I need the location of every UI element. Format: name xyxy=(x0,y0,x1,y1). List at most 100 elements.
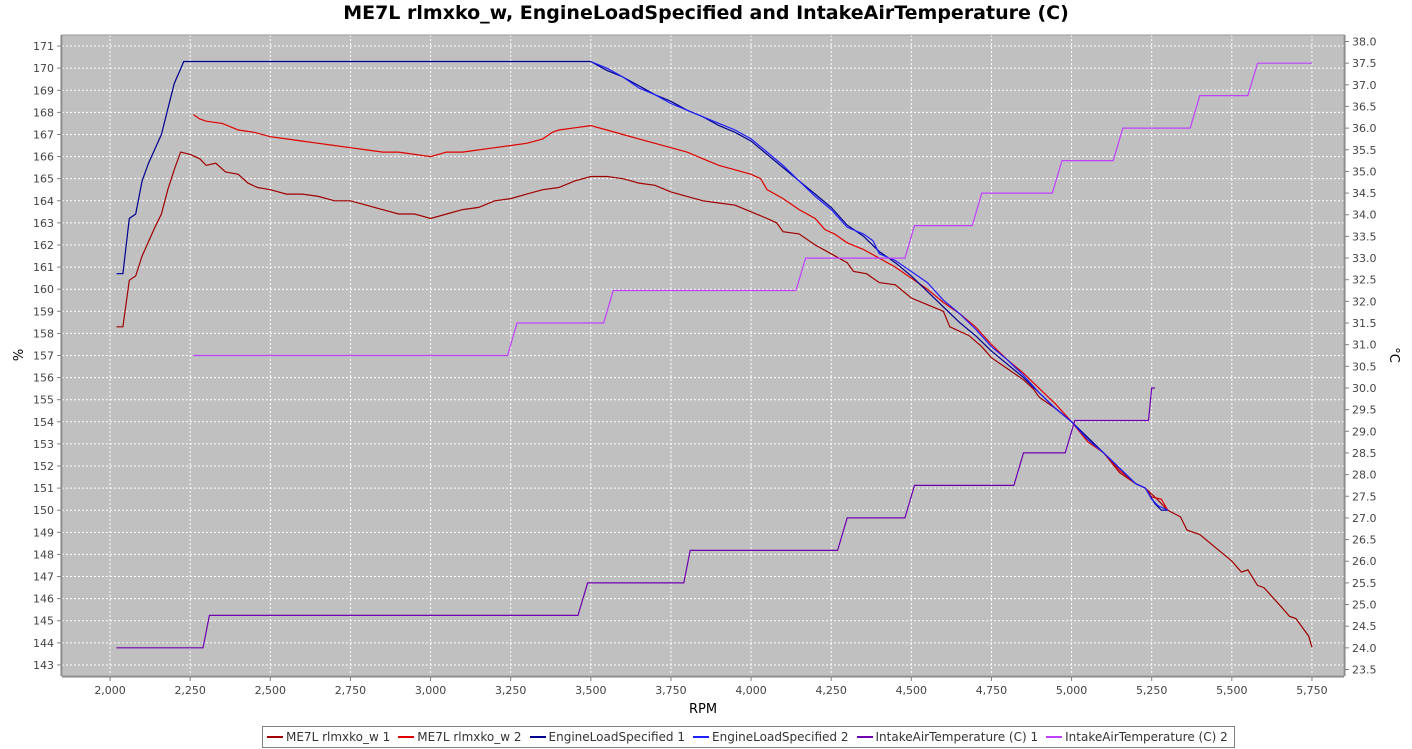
y-tick-label-right: 31.5 xyxy=(1352,317,1377,330)
y-tick-label-right: 25.0 xyxy=(1352,599,1377,612)
legend-swatch xyxy=(856,736,873,738)
y-tick-label-right: 24.0 xyxy=(1352,642,1377,655)
y-tick-label-left: 152 xyxy=(33,460,54,473)
y-tick-label-right: 23.5 xyxy=(1352,664,1377,677)
y-tick-label-right: 32.0 xyxy=(1352,295,1377,308)
y-tick-label-right: 33.5 xyxy=(1352,230,1377,243)
x-tick-label: 5,000 xyxy=(1056,684,1088,697)
y-tick-label-left: 170 xyxy=(33,62,54,75)
x-axis: 2,000 2,250 2,500 2,750 3,000 3,250 3,500 3,750… xyxy=(62,676,1344,697)
y-tick-label-left: 144 xyxy=(33,637,54,650)
x-tick-label: 4,250 xyxy=(815,684,847,697)
y-tick-label-right: 27.5 xyxy=(1352,490,1377,503)
y-tick-label-left: 157 xyxy=(33,350,54,363)
y-tick-label-left: 167 xyxy=(33,128,54,141)
y-tick-label-right: 36.5 xyxy=(1352,100,1377,113)
y-tick-label-right: 30.0 xyxy=(1352,382,1377,395)
y-tick-label-right: 25.5 xyxy=(1352,577,1377,590)
legend-item: EngineLoadSpecified 1 xyxy=(529,730,686,744)
y-tick-label-left: 154 xyxy=(33,416,54,429)
legend-item: ME7L rlmxko_w 2 xyxy=(398,730,522,744)
x-tick-label: 2,750 xyxy=(335,684,367,697)
y-tick-label-left: 161 xyxy=(33,261,54,274)
series-line-1 xyxy=(116,151,1313,648)
x-axis-label: RPM xyxy=(689,702,717,717)
legend-label: ME7L rlmxko_w 2 xyxy=(417,730,522,744)
legend-item: IntakeAirTemperature (C) 2 xyxy=(1046,730,1228,744)
y-tick-label-left: 143 xyxy=(33,659,54,672)
x-tick-label: 2,000 xyxy=(94,684,126,697)
x-tick-label: 4,000 xyxy=(735,684,767,697)
y-tick-label-left: 162 xyxy=(33,239,54,252)
legend-label: EngineLoadSpecified 1 xyxy=(548,730,686,744)
x-tick-label: 3,750 xyxy=(655,684,687,697)
grid-lines xyxy=(62,35,1344,676)
y-tick-label-right: 28.0 xyxy=(1352,469,1377,482)
series-line-6 xyxy=(193,62,1312,357)
legend-swatch xyxy=(693,736,710,738)
y-tick-label-left: 171 xyxy=(33,40,54,53)
y-tick-label-right: 37.5 xyxy=(1352,57,1377,70)
legend-label: EngineLoadSpecified 2 xyxy=(712,730,849,744)
y-tick-label-right: 35.5 xyxy=(1352,144,1377,157)
y-tick-label-right: 32.5 xyxy=(1352,274,1377,287)
y-tick-label-left: 165 xyxy=(33,173,54,186)
y-tick-label-right: 38.0 xyxy=(1352,35,1377,48)
y-tick-label-left: 147 xyxy=(33,571,54,584)
x-tick-label: 2,250 xyxy=(174,684,206,697)
y-tick-label-left: 163 xyxy=(33,217,54,230)
y-axis-right: 23.5 24.0 24.5 25.0 25.5 26.0 26.5 27.0 27.5 28.0… xyxy=(1344,35,1377,677)
x-tick-label: 5,750 xyxy=(1296,684,1328,697)
y-tick-label-left: 166 xyxy=(33,151,54,164)
series-line-4 xyxy=(590,60,1168,511)
y-tick-label-right: 31.0 xyxy=(1352,339,1377,352)
series-line-5 xyxy=(116,387,1155,649)
y-tick-label-left: 160 xyxy=(33,283,54,296)
y-tick-label-left: 168 xyxy=(33,106,54,119)
legend: ME7L rlmxko_w 1 ME7L rlmxko_w 2 EngineLoad… xyxy=(262,726,1235,748)
legend-label: IntakeAirTemperature (C) 1 xyxy=(875,730,1039,744)
y-tick-label-right: 26.0 xyxy=(1352,555,1377,568)
y-tick-label-left: 158 xyxy=(33,327,54,340)
y-tick-label-left: 156 xyxy=(33,372,54,385)
y-tick-label-left: 164 xyxy=(33,195,54,208)
legend-swatch xyxy=(1046,736,1063,738)
y-tick-label-right: 37.0 xyxy=(1352,79,1377,92)
x-tick-label: 5,250 xyxy=(1136,684,1168,697)
x-tick-label: 4,500 xyxy=(896,684,928,697)
y-tick-label-left: 145 xyxy=(33,615,54,628)
y-tick-label-left: 150 xyxy=(33,504,54,517)
y-tick-label-right: 27.0 xyxy=(1352,512,1377,525)
y-tick-label-right: 24.5 xyxy=(1352,620,1377,633)
y-axis-label-right: °C xyxy=(1386,347,1401,363)
y-tick-label-left: 151 xyxy=(33,482,54,495)
legend-swatch xyxy=(529,736,546,738)
legend-item: ME7L rlmxko_w 1 xyxy=(267,730,390,744)
y-tick-label-right: 34.5 xyxy=(1352,187,1377,200)
legend-item: EngineLoadSpecified 2 xyxy=(693,730,849,744)
y-tick-label-left: 159 xyxy=(33,305,54,318)
y-tick-label-left: 169 xyxy=(33,84,54,97)
y-axis-label-left: % xyxy=(12,349,27,361)
y-tick-label-right: 33.0 xyxy=(1352,252,1377,265)
legend-label: ME7L rlmxko_w 1 xyxy=(286,730,391,744)
x-tick-label: 4,750 xyxy=(976,684,1008,697)
y-tick-label-left: 146 xyxy=(33,593,54,606)
x-tick-label: 3,500 xyxy=(575,684,607,697)
y-tick-label-right: 26.5 xyxy=(1352,534,1377,547)
y-tick-label-right: 36.0 xyxy=(1352,122,1377,135)
y-tick-label-right: 29.5 xyxy=(1352,404,1377,417)
plot-frame xyxy=(61,34,1345,677)
legend-swatch xyxy=(267,736,283,738)
y-tick-label-right: 34.0 xyxy=(1352,209,1377,222)
y-tick-label-left: 153 xyxy=(33,438,54,451)
series-line-2 xyxy=(193,114,1169,511)
x-tick-label: 5,500 xyxy=(1216,684,1248,697)
y-tick-label-right: 30.5 xyxy=(1352,360,1377,373)
x-tick-label: 3,000 xyxy=(415,684,447,697)
legend-swatch xyxy=(398,736,415,738)
series-layer xyxy=(116,60,1313,649)
legend-label: IntakeAirTemperature (C) 2 xyxy=(1065,730,1228,744)
legend-item: IntakeAirTemperature (C) 1 xyxy=(856,730,1039,744)
y-tick-label-right: 35.0 xyxy=(1352,165,1377,178)
